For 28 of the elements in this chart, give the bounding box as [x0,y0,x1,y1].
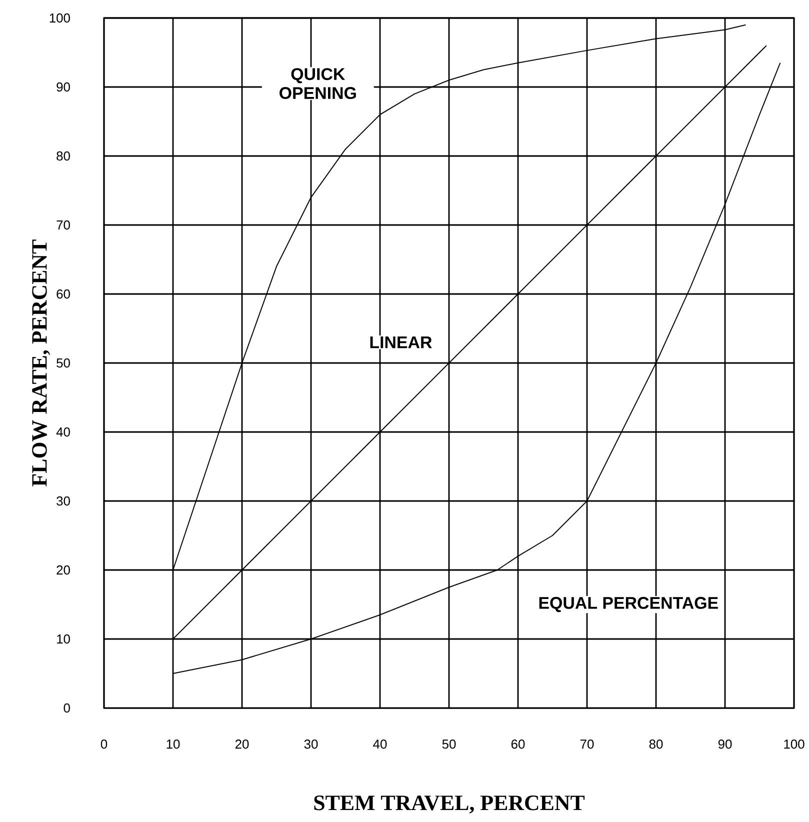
x-tick-label: 0 [100,740,108,749]
y-tick-label: 40 [56,427,70,437]
y-tick-label: 20 [56,565,70,575]
text: EQUAL PERCENTAGE [539,596,718,612]
x-tick-label: 60 [511,740,525,749]
y-tick-label: 70 [56,220,70,230]
y-axis-title: FLOW RATE, PERCENT [32,240,50,486]
y-tick-label: 30 [56,496,70,506]
x-tick-label: 100 [784,740,804,749]
y-tick-label: 100 [50,13,70,23]
x-tick-label: 30 [304,740,318,749]
series-label: LINEAR [370,336,432,348]
y-tick-label: 80 [56,151,70,161]
y-tick-label: 0 [64,703,70,713]
x-tick-label: 10 [166,740,180,749]
x-tick-label: 50 [442,740,456,749]
y-tick-label: 10 [57,634,70,644]
x-axis-title: STEM TRAVEL, PERCENT [314,796,585,814]
y-tick-label: 50 [56,358,70,368]
line-series [172,24,746,571]
y-tick-label: 60 [56,289,70,299]
x-tick-label: 80 [649,740,663,749]
series-label: QUICK OPENING [280,68,356,100]
y-tick-label: 90 [56,82,70,92]
x-tick-label: 70 [580,740,594,749]
x-tick-label: 20 [235,740,249,749]
x-tick-label: 40 [373,740,387,749]
x-tick-label: 90 [718,740,732,749]
